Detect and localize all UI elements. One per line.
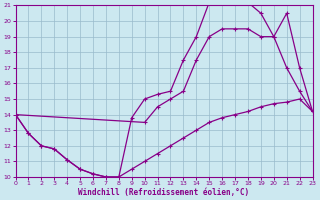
X-axis label: Windchill (Refroidissement éolien,°C): Windchill (Refroidissement éolien,°C) xyxy=(78,188,250,197)
